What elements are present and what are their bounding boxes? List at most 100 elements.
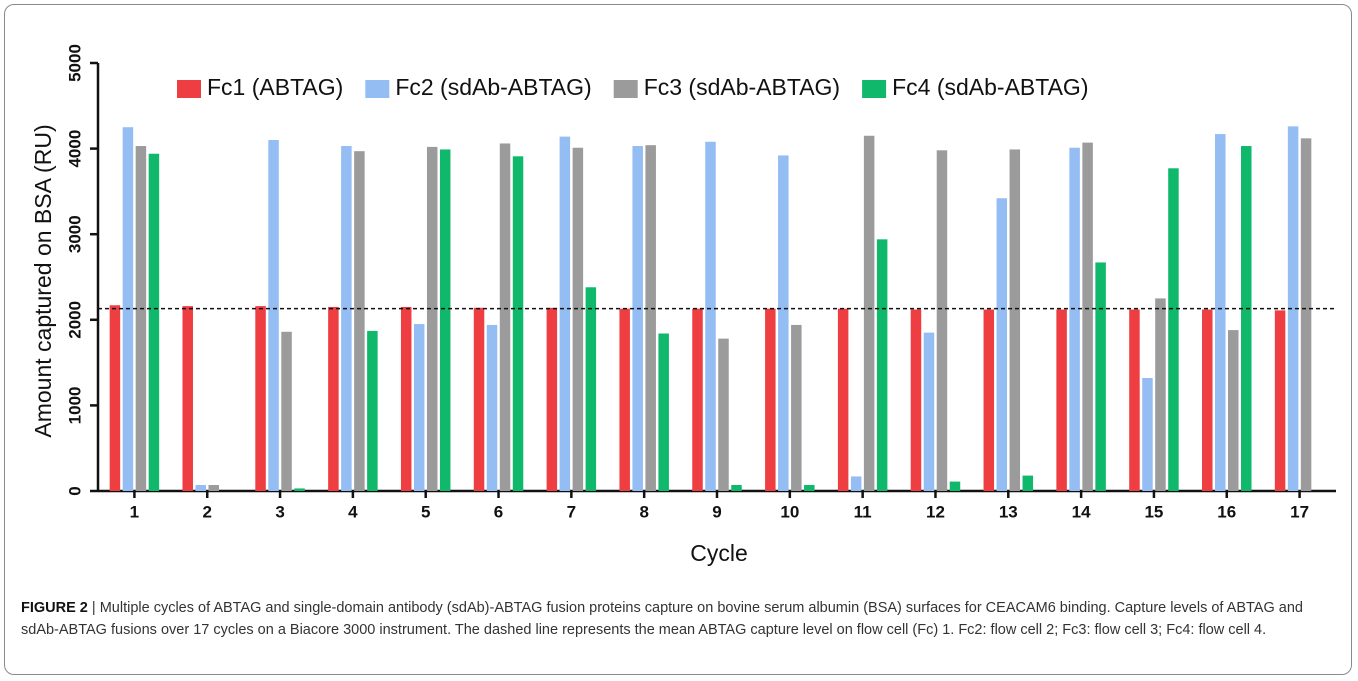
y-tick-label: 5000	[65, 44, 84, 82]
bar	[1215, 134, 1226, 491]
bar	[791, 324, 802, 491]
y-tick-label: 0	[65, 486, 84, 495]
bar	[632, 146, 643, 492]
bar	[281, 331, 292, 491]
y-axis-label: Amount captured on BSA (RU)	[30, 124, 56, 437]
bar	[268, 140, 279, 492]
chart: Amount captured on BSA (RU) Cycle 0 1000 2…	[30, 44, 1336, 566]
x-tick-label: 15	[1144, 502, 1163, 521]
bar	[473, 307, 485, 491]
x-tick-label: 6	[494, 502, 503, 521]
bar	[983, 309, 995, 491]
bar	[1022, 475, 1034, 491]
caption: FIGURE 2 | Multiple cycles of ABTAG and …	[21, 597, 1341, 641]
bar	[1142, 378, 1153, 491]
bar	[1287, 126, 1299, 492]
x-tick-label: 7	[567, 502, 576, 521]
bar	[1241, 146, 1252, 492]
bar	[426, 146, 438, 491]
bar	[559, 136, 571, 491]
legend-swatch	[862, 80, 887, 98]
bar	[876, 239, 888, 491]
bar	[341, 146, 352, 492]
bar	[619, 308, 630, 491]
bar	[718, 338, 729, 491]
bar	[731, 485, 742, 491]
y-tick-label: 1000	[65, 386, 84, 424]
figure: Amount captured on BSA (RU) Cycle 0 1000 2…	[4, 4, 1352, 675]
bar	[546, 307, 558, 491]
bar	[910, 309, 922, 491]
bar	[1009, 149, 1021, 491]
bar	[1155, 298, 1166, 491]
x-tick-label: 4	[348, 502, 358, 521]
bar	[1274, 310, 1286, 491]
bar	[949, 481, 961, 491]
x-tick-label: 14	[1072, 502, 1091, 521]
bar	[1202, 309, 1213, 491]
legend-label: Fc1 (ABTAG)	[207, 74, 343, 100]
bar	[512, 156, 524, 491]
x-tick-label: 1	[130, 502, 139, 521]
bar	[367, 330, 378, 491]
caption-label: FIGURE 2	[21, 600, 88, 616]
bar	[135, 146, 147, 492]
x-axis-label: Cycle	[690, 540, 748, 566]
bar	[645, 145, 656, 491]
x-tick-label: 13	[999, 502, 1018, 521]
bar	[1228, 330, 1239, 491]
bar	[148, 153, 160, 491]
y-tick-label: 4000	[65, 130, 84, 168]
bar	[1095, 262, 1106, 491]
bar	[863, 135, 875, 491]
bar	[996, 198, 1008, 492]
bar	[1168, 168, 1179, 491]
caption-text: | Multiple cycles of ABTAG and single-do…	[21, 600, 1303, 638]
bar	[765, 308, 776, 491]
bar	[658, 333, 669, 491]
bar	[486, 324, 498, 491]
legend-swatch	[365, 80, 390, 98]
bar	[585, 287, 597, 491]
bar	[400, 306, 412, 491]
bar	[572, 147, 584, 491]
legend-label: Fc4 (sdAb-ABTAG)	[892, 74, 1088, 100]
bar	[705, 141, 716, 491]
bar	[328, 306, 339, 491]
x-tick-label: 12	[926, 502, 945, 521]
bar	[850, 476, 862, 491]
x-tick-label: 8	[639, 502, 648, 521]
bar	[837, 308, 849, 491]
x-tick-label: 5	[421, 502, 430, 521]
legend-swatch	[177, 80, 201, 98]
bar	[692, 308, 703, 491]
bar	[354, 151, 365, 491]
legend-label: Fc3 (sdAb-ABTAG)	[644, 74, 840, 100]
x-tick-label: 3	[275, 502, 284, 521]
bar	[936, 150, 948, 491]
bar	[1300, 138, 1312, 491]
bar	[804, 485, 815, 491]
x-tick-label: 11	[854, 502, 872, 521]
x-tick-label: 9	[712, 502, 721, 521]
bar	[1129, 309, 1140, 491]
legend-swatch	[613, 80, 638, 98]
x-tick-label: 16	[1217, 502, 1236, 521]
bar	[255, 306, 266, 491]
y-tick-label: 3000	[65, 215, 84, 253]
bar	[413, 324, 425, 491]
bar	[182, 306, 193, 491]
x-tick-label: 17	[1290, 502, 1309, 521]
legend-label: Fc2 (sdAb-ABTAG)	[395, 74, 591, 100]
bar	[109, 305, 121, 491]
bar	[294, 488, 305, 491]
y-tick-label: 2000	[65, 301, 84, 339]
bar	[778, 155, 789, 491]
bar	[1056, 309, 1067, 491]
bar	[195, 485, 206, 491]
bar	[208, 485, 219, 491]
bar	[923, 332, 935, 491]
bar	[1069, 147, 1080, 491]
bar	[439, 149, 451, 491]
bar	[499, 143, 511, 492]
